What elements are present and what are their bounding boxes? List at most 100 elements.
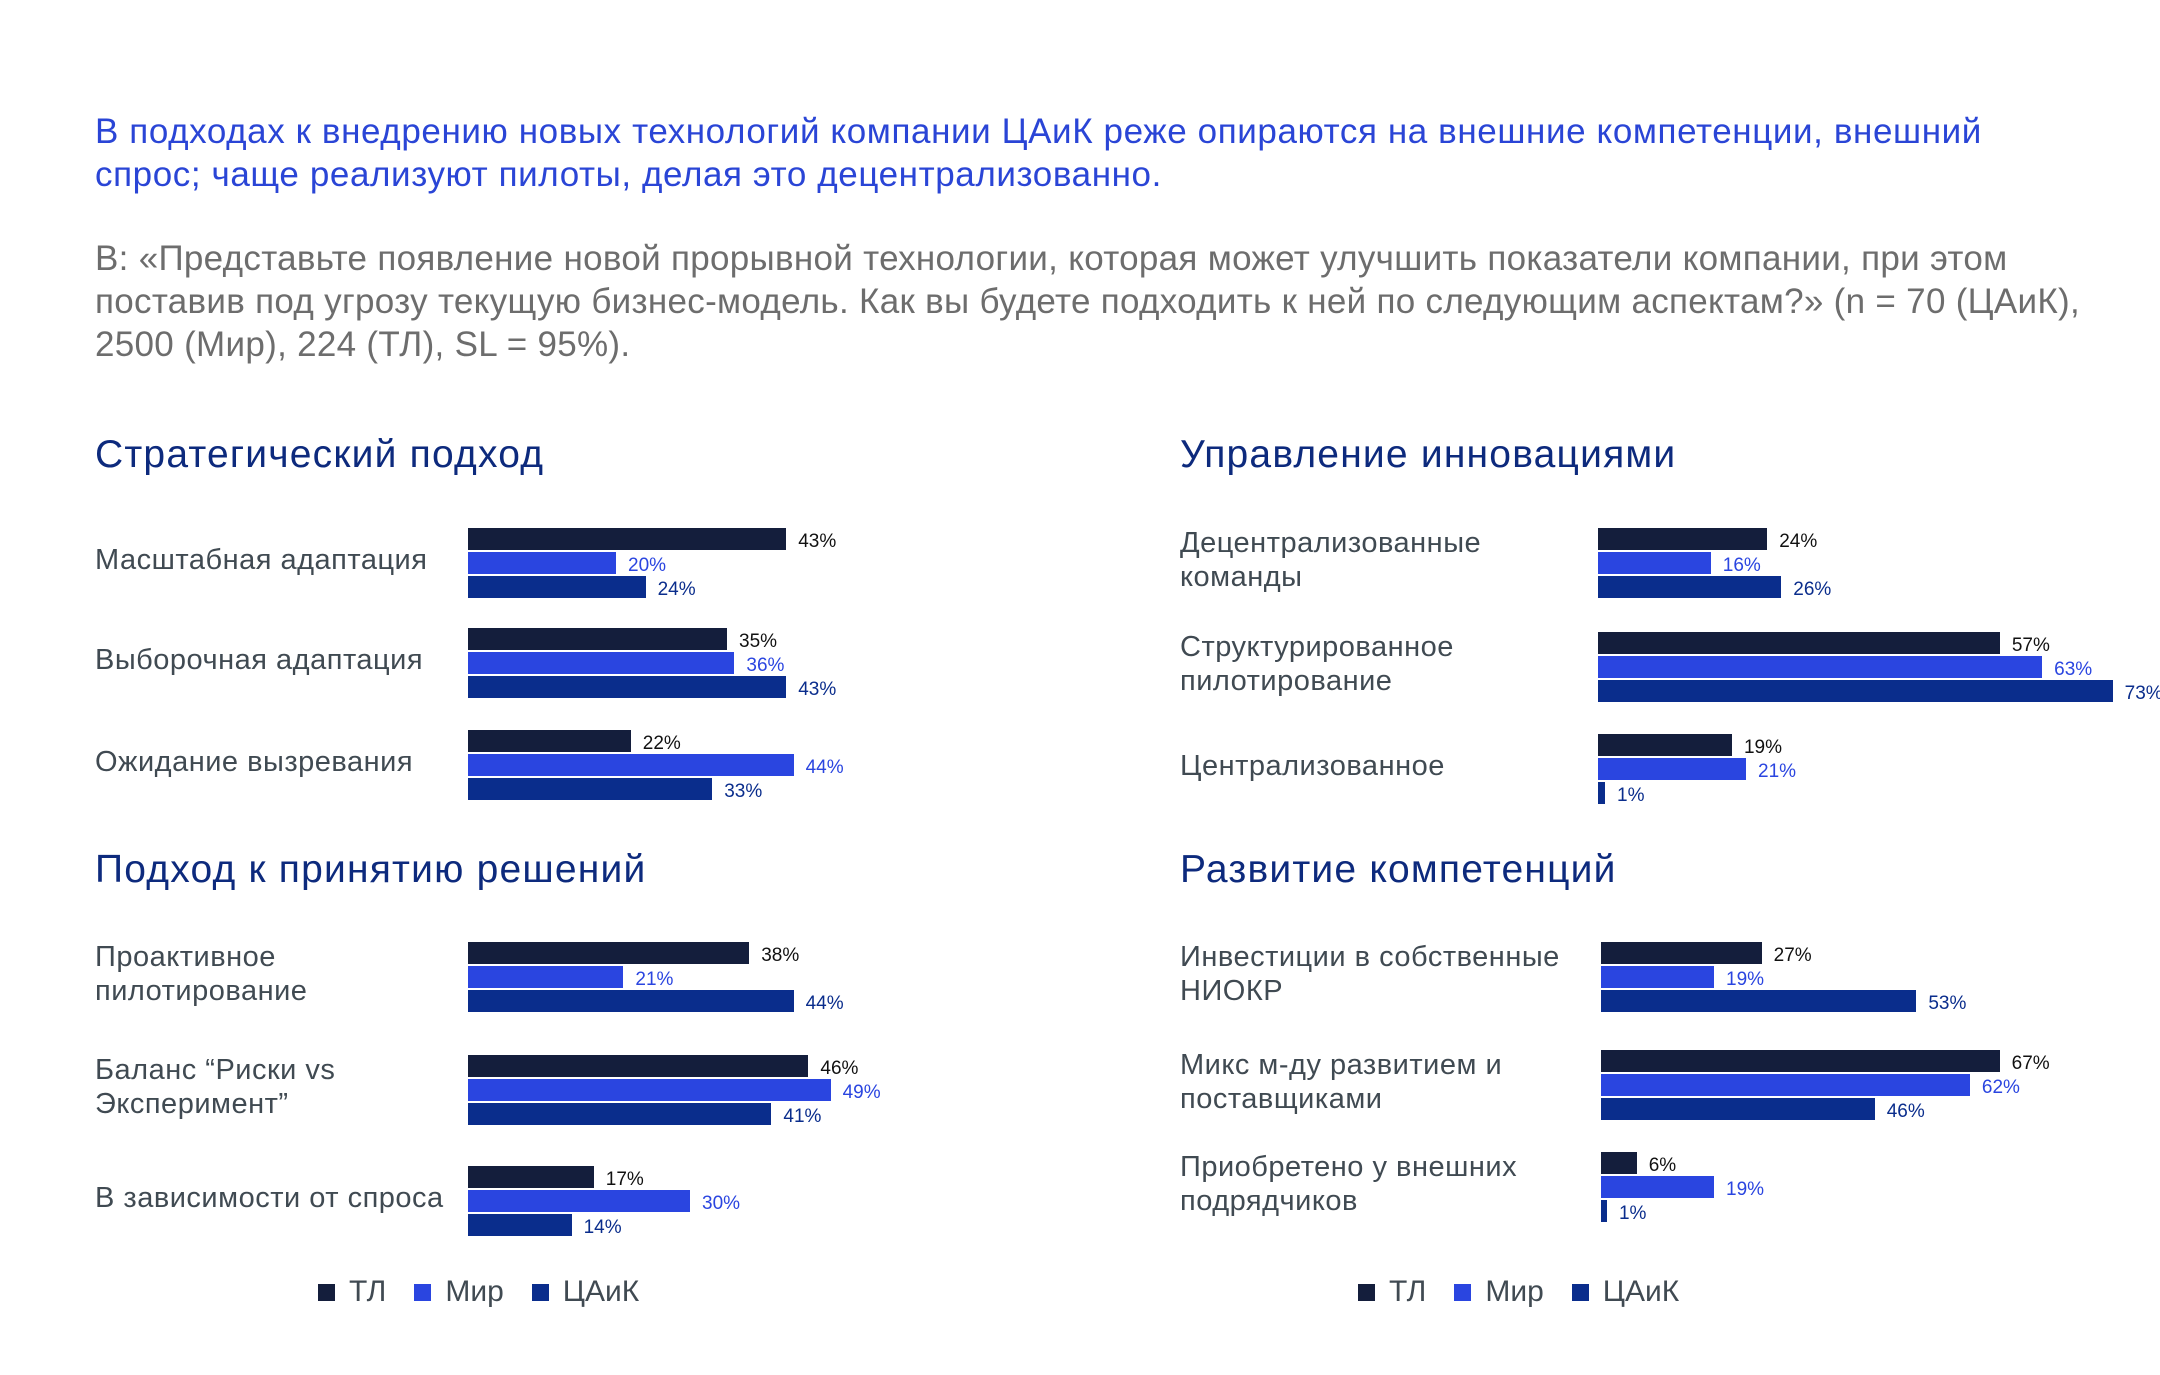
data-label: 20% <box>628 555 667 576</box>
category-label: Инвестиции в собственные НИОКР <box>1180 941 1560 1007</box>
bar-caik <box>1598 680 2113 702</box>
data-label: 46% <box>820 1058 859 1079</box>
category-label: Проактивное пилотирование <box>95 941 308 1007</box>
data-label: 73% <box>2124 683 2160 704</box>
bar-tl <box>468 1055 809 1077</box>
bar-caik <box>1598 576 1782 598</box>
category-label: Ожидание вызревания <box>95 746 414 778</box>
bar-caik <box>468 990 794 1012</box>
legend-swatch-tl <box>318 1283 335 1301</box>
data-label: 63% <box>2054 659 2093 680</box>
data-label: 17% <box>605 1169 644 1190</box>
legend-label: ТЛ <box>1389 1275 1427 1308</box>
category-label: Децентрализованные команды <box>1180 527 1482 593</box>
bar-mir <box>1601 1176 1715 1198</box>
data-label: 67% <box>2011 1053 2050 1074</box>
bar-mir <box>468 652 735 674</box>
category-label: Баланс “Риски vs Эксперимент” <box>95 1054 336 1120</box>
data-label: 43% <box>798 531 837 552</box>
data-label: 14% <box>583 1217 622 1238</box>
data-label: 44% <box>805 993 844 1014</box>
bar-mir <box>1598 656 2043 678</box>
legend-item-tl: ТЛ <box>1358 1275 1426 1309</box>
legend-item-tl: ТЛ <box>318 1275 386 1309</box>
bar-tl <box>1601 1050 2000 1072</box>
bar-tl <box>468 942 750 964</box>
bar-caik <box>1601 1200 1607 1222</box>
bar-caik <box>468 778 713 800</box>
bar-tl <box>468 730 631 752</box>
panel-title: Подход к принятию решений <box>95 848 647 891</box>
legend-swatch-mir <box>1454 1283 1472 1301</box>
bar-caik <box>1601 1098 1875 1120</box>
legend-label: Мир <box>445 1275 504 1308</box>
legend-swatch-caik <box>1571 1283 1589 1301</box>
bar-mir <box>468 754 794 776</box>
legend-label: ТЛ <box>349 1275 387 1308</box>
data-label: 30% <box>702 1193 741 1214</box>
data-label: 49% <box>842 1082 881 1103</box>
bar-caik <box>468 1214 572 1236</box>
data-label: 22% <box>642 733 681 754</box>
data-label: 21% <box>1758 761 1797 782</box>
bar-mir <box>1601 966 1715 988</box>
bar-caik <box>468 1103 772 1125</box>
legend-label: ЦАиК <box>1602 1275 1680 1308</box>
bar-tl <box>468 528 787 550</box>
category-label: Централизованное <box>1180 750 1445 782</box>
bar-caik <box>1598 782 1606 804</box>
legend-swatch-caik <box>531 1283 549 1301</box>
panel-title: Развитие компетенций <box>1180 848 1617 891</box>
data-label: 27% <box>1773 945 1812 966</box>
bar-caik <box>468 676 787 698</box>
bar-mir <box>1601 1074 1970 1096</box>
bar-tl <box>1598 734 1732 756</box>
data-label: 16% <box>1722 555 1761 576</box>
legend-item-caik: ЦАиК <box>531 1275 640 1309</box>
legend-label: ЦАиК <box>562 1275 640 1308</box>
survey-question: В: «Представьте появление новой прорывно… <box>95 239 2081 364</box>
bar-tl <box>468 1166 594 1188</box>
data-label: 57% <box>2011 635 2050 656</box>
bar-mir <box>1598 552 1711 574</box>
headline: В подходах к внедрению новых технологий … <box>95 112 1982 194</box>
data-label: 38% <box>761 945 800 966</box>
category-label: В зависимости от спроса <box>95 1182 444 1214</box>
bar-tl <box>1598 632 2000 654</box>
data-label: 24% <box>657 579 696 600</box>
legend-item-caik: ЦАиК <box>1571 1275 1680 1309</box>
bar-tl <box>468 628 727 650</box>
data-label: 19% <box>1726 969 1765 990</box>
data-label: 1% <box>1617 785 1645 806</box>
legend-item-mir: Мир <box>1454 1275 1544 1309</box>
data-label: 44% <box>805 757 844 778</box>
data-label: 21% <box>635 969 674 990</box>
data-label: 36% <box>746 655 785 676</box>
legend-swatch-mir <box>414 1283 432 1301</box>
data-label: 35% <box>739 631 778 652</box>
legend-label: Мир <box>1485 1275 1544 1308</box>
legend-item-mir: Мир <box>414 1275 504 1309</box>
category-label: Микс м-ду развитием и поставщиками <box>1180 1049 1503 1115</box>
legend-swatch-tl <box>1358 1283 1375 1301</box>
data-label: 43% <box>798 679 837 700</box>
panel-title: Стратегический подход <box>95 433 545 476</box>
bar-mir <box>468 1079 831 1101</box>
bar-tl <box>1598 528 1768 550</box>
bar-mir <box>468 1190 690 1212</box>
category-label: Выборочная адаптация <box>95 644 424 676</box>
bar-mir <box>468 966 624 988</box>
data-label: 53% <box>1928 993 1967 1014</box>
data-label: 1% <box>1618 1203 1647 1224</box>
data-label: 26% <box>1793 579 1832 600</box>
bar-tl <box>1601 1152 1637 1174</box>
bar-tl <box>1601 942 1762 964</box>
legend-right: ТЛ Мир ЦАиК <box>1358 1275 1707 1309</box>
bar-mir <box>1598 758 1747 780</box>
data-label: 24% <box>1779 531 1818 552</box>
legend-left: ТЛ Мир ЦАиК <box>318 1275 667 1309</box>
bar-mir <box>468 552 616 574</box>
panel-title: Управление инновациями <box>1180 433 1677 476</box>
data-label: 41% <box>783 1106 822 1127</box>
data-label: 19% <box>1743 737 1782 758</box>
